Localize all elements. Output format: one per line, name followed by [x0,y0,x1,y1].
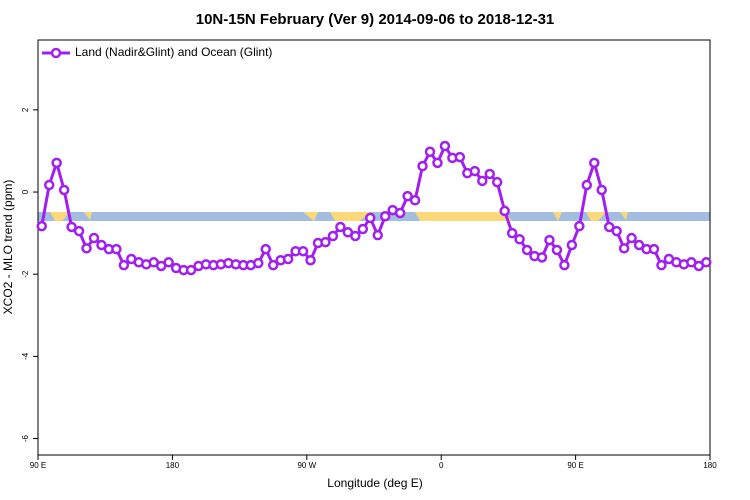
data-point [51,157,62,169]
data-point [589,157,600,169]
data-point [648,243,660,255]
data-point [372,229,383,241]
legend-marker [50,47,62,59]
data-point [611,225,622,237]
data-point [163,257,174,268]
data-point [357,223,369,235]
data-point [618,243,630,254]
data-point [118,259,130,271]
data-point [402,190,413,202]
data-point [66,221,77,233]
legend: Land (Nadir&Glint) and Ocean (Glint) [42,45,272,59]
data-point [260,243,271,255]
data-point [701,257,712,268]
data-point [603,221,615,233]
data-point [335,221,346,233]
data-point [379,211,391,222]
data-point [43,179,55,191]
data-point [484,168,495,180]
data-point [320,236,331,248]
y-axis-label: XCO2 - MLO trend (ppm) [1,180,15,315]
data-point [417,160,428,172]
data-point [566,239,578,251]
data-point [424,146,436,158]
data-point [551,244,563,256]
data-point [88,232,100,244]
data-point [73,225,85,237]
data-point [521,244,533,256]
chart-title: 10N-15N February (Ver 9) 2014-09-06 to 2… [196,11,555,28]
data-point [439,140,451,152]
data-point [559,259,570,271]
data-point [96,239,107,251]
data-point [432,157,443,169]
data-point [394,207,406,219]
x-tick-label: 90 W [297,461,316,470]
x-tick-label: 180 [703,461,717,470]
x-tick-label: 90 E [30,461,46,470]
x-tick-label: 90 E [567,461,583,470]
data-point [536,252,548,263]
data-point [626,232,637,244]
data-point [514,234,525,245]
data-point [633,239,645,251]
x-tick-label: 0 [439,461,444,470]
data-point [506,227,518,239]
data-point [596,184,607,196]
data-point [305,254,316,266]
data-point [253,257,264,269]
y-tick-label: -4 [21,352,30,360]
data-point [469,165,481,177]
data-point [282,253,294,265]
data-point [499,205,510,217]
data-point [58,184,70,196]
y-tick-label: -6 [21,434,30,442]
legend-label: Land (Nadir&Glint) and Ocean (Glint) [75,45,272,59]
data-point [111,243,122,255]
data-point [544,234,555,246]
y-tick-label: -2 [21,270,30,278]
data-point [267,259,279,271]
data-point [365,212,376,224]
data-point [297,245,309,257]
y-tick-label: 0 [21,189,30,194]
data-point [574,220,585,232]
data-point [454,151,466,163]
data-point [656,259,667,271]
data-point [491,176,503,188]
data-point [350,230,361,242]
data-point [185,264,197,276]
x-tick-label: 180 [166,461,180,470]
series-line [40,144,707,272]
y-tick-label: 2 [21,107,30,112]
data-point [581,179,593,191]
data-point [81,243,92,254]
data-point [36,220,47,232]
x-axis-label: Longitude (deg E) [327,476,422,490]
data-point [477,175,488,187]
plot-frame [37,39,711,456]
data-point [409,194,421,206]
data-point [327,230,339,242]
